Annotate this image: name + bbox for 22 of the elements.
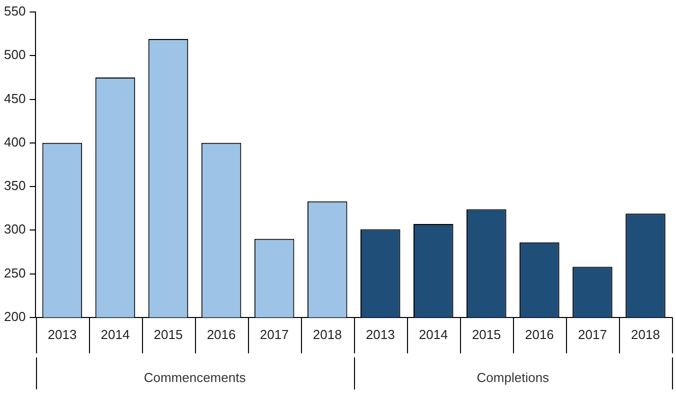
x-tick-label: 2017 <box>260 326 289 342</box>
x-tick-label: 2018 <box>312 326 342 342</box>
y-tick-label: 200 <box>4 308 26 324</box>
x-tick-label: 2016 <box>206 326 236 342</box>
x-tick-label: 2015 <box>154 326 183 342</box>
x-tick-label: 2016 <box>524 326 554 342</box>
series-label: Completions <box>476 370 550 385</box>
x-tick-label: 2014 <box>418 326 448 342</box>
y-tick-label: 400 <box>4 134 26 150</box>
x-tick-label: 2014 <box>100 326 130 342</box>
y-tick-label: 500 <box>4 47 26 62</box>
series-label: Commencements <box>144 370 246 385</box>
x-tick-label: 2017 <box>578 326 607 342</box>
x-tick-label: 2013 <box>48 326 77 342</box>
y-tick-label: 350 <box>4 178 26 194</box>
y-tick-label: 550 <box>4 4 26 19</box>
y-tick-label: 250 <box>4 265 26 280</box>
x-tick-label: 2015 <box>472 326 501 342</box>
y-tick-label: 450 <box>4 90 26 106</box>
x-tick-label: 2013 <box>366 326 395 342</box>
x-tick-label: 2018 <box>631 326 660 342</box>
y-tick-label: 300 <box>4 222 26 237</box>
